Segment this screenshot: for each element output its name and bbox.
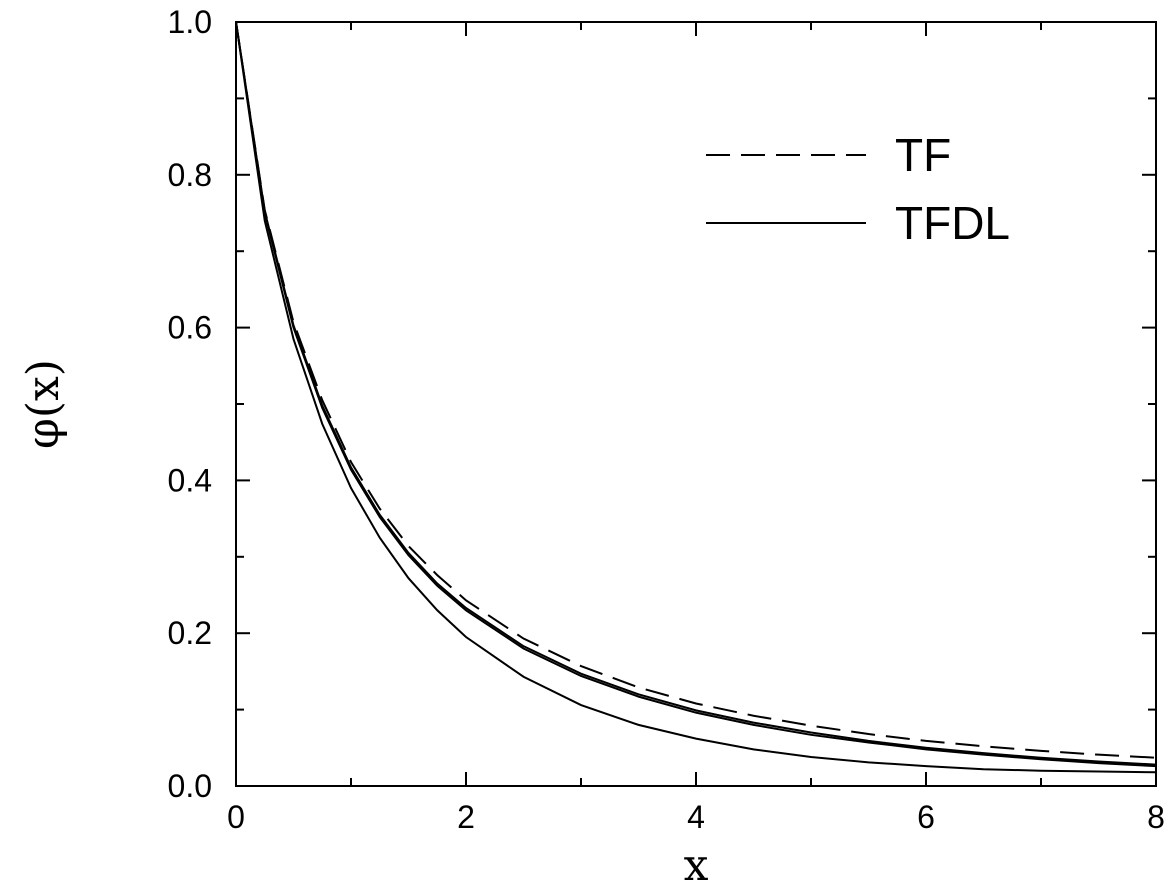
y-tick-label: 0.6 bbox=[168, 310, 212, 346]
series-group bbox=[235, 21, 1157, 774]
series-line-2-solid bbox=[235, 21, 1157, 768]
x-tick-label: 6 bbox=[917, 799, 935, 835]
series-line-3-solid bbox=[235, 21, 1157, 766]
legend-label-tf: TF bbox=[895, 129, 951, 181]
y-axis-title: φ(x) bbox=[18, 359, 69, 449]
y-tick-label: 0.4 bbox=[168, 462, 212, 498]
y-tick-label: 0.8 bbox=[168, 157, 212, 193]
y-tick-label: 1.0 bbox=[168, 4, 212, 40]
x-tick-label: 8 bbox=[1147, 799, 1165, 835]
x-tick-label: 2 bbox=[457, 799, 475, 835]
y-tick-label: 0.0 bbox=[168, 768, 212, 804]
tick-labels: 0 2 4 6 8 0.0 0.2 0.4 0.6 0.8 1.0 bbox=[168, 4, 1165, 835]
x-tick-label: 4 bbox=[687, 799, 705, 835]
legend-label-tfdl: TFDL bbox=[895, 197, 1010, 249]
tick-marks bbox=[235, 21, 1157, 787]
legend: TF TFDL bbox=[706, 129, 1010, 249]
plot-frame bbox=[235, 21, 1157, 787]
series-line-1-dashed bbox=[235, 21, 1157, 759]
series-line-4-solid bbox=[235, 21, 1157, 774]
y-tick-label: 0.2 bbox=[168, 615, 212, 651]
x-axis-title: x bbox=[684, 840, 709, 891]
x-tick-label: 0 bbox=[227, 799, 245, 835]
